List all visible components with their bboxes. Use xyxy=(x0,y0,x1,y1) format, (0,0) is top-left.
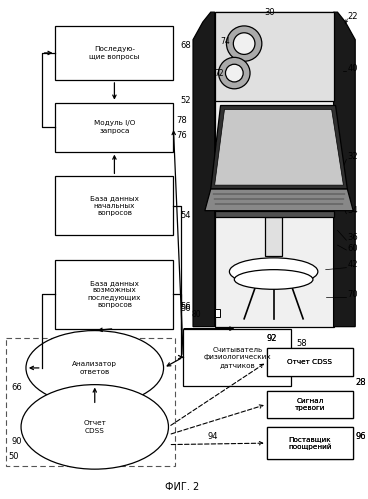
Text: 56: 56 xyxy=(180,302,191,311)
Text: База данных
возможных
последующих
вопросов: База данных возможных последующих вопрос… xyxy=(88,280,141,308)
Text: 60: 60 xyxy=(347,244,358,252)
Text: 76: 76 xyxy=(176,131,187,140)
Text: 96: 96 xyxy=(355,432,366,441)
Text: Отчет CDSS: Отчет CDSS xyxy=(287,359,333,365)
Text: 22: 22 xyxy=(347,11,358,20)
Text: Считыватель
физиологических
датчиков: Считыватель физиологических датчиков xyxy=(204,347,271,368)
Text: 34: 34 xyxy=(347,206,358,215)
FancyBboxPatch shape xyxy=(56,26,173,80)
Text: 70: 70 xyxy=(347,290,358,299)
Text: 96: 96 xyxy=(355,432,366,441)
Text: Поставщик
поощрений: Поставщик поощрений xyxy=(288,436,332,450)
Polygon shape xyxy=(215,109,343,185)
FancyBboxPatch shape xyxy=(267,427,353,460)
Text: Сигнал
тревоги: Сигнал тревоги xyxy=(295,398,325,411)
Text: 58: 58 xyxy=(296,339,307,348)
Ellipse shape xyxy=(229,258,318,285)
Text: Отчет
CDSS: Отчет CDSS xyxy=(83,420,106,434)
Circle shape xyxy=(219,57,250,89)
Text: 40: 40 xyxy=(347,64,358,73)
FancyBboxPatch shape xyxy=(267,348,353,376)
Text: 68: 68 xyxy=(180,41,191,50)
Text: 78: 78 xyxy=(176,116,187,125)
Ellipse shape xyxy=(21,385,169,469)
Text: ФИГ. 2: ФИГ. 2 xyxy=(165,482,199,492)
FancyBboxPatch shape xyxy=(215,211,333,217)
Text: 56: 56 xyxy=(180,304,191,313)
Text: Отчет CDSS: Отчет CDSS xyxy=(287,359,333,365)
FancyBboxPatch shape xyxy=(267,348,353,376)
FancyBboxPatch shape xyxy=(265,217,283,256)
Polygon shape xyxy=(333,12,355,327)
Text: Поставщик
поощрений: Поставщик поощрений xyxy=(288,436,332,450)
FancyBboxPatch shape xyxy=(56,103,173,152)
Text: 80: 80 xyxy=(191,310,201,319)
Text: База данных
начальных
вопросов: База данных начальных вопросов xyxy=(90,195,139,216)
Text: 30: 30 xyxy=(265,7,275,16)
Text: 52: 52 xyxy=(180,96,191,105)
Circle shape xyxy=(226,26,262,61)
FancyBboxPatch shape xyxy=(267,391,353,418)
Text: 90: 90 xyxy=(11,437,22,446)
Text: 92: 92 xyxy=(267,334,277,343)
Polygon shape xyxy=(193,12,215,327)
Ellipse shape xyxy=(26,330,163,405)
FancyBboxPatch shape xyxy=(267,427,353,460)
Circle shape xyxy=(233,33,255,54)
Text: 74: 74 xyxy=(220,37,230,46)
Text: 92: 92 xyxy=(267,334,277,343)
FancyBboxPatch shape xyxy=(267,391,353,418)
FancyBboxPatch shape xyxy=(56,176,173,235)
Circle shape xyxy=(226,64,243,82)
Polygon shape xyxy=(215,12,333,327)
Text: 28: 28 xyxy=(355,378,366,387)
Text: 28: 28 xyxy=(355,378,366,387)
Text: 42: 42 xyxy=(347,260,358,269)
Ellipse shape xyxy=(234,269,313,289)
FancyBboxPatch shape xyxy=(56,260,173,329)
FancyBboxPatch shape xyxy=(215,12,333,101)
Text: 50: 50 xyxy=(8,452,19,461)
Text: Сигнал
тревоги: Сигнал тревоги xyxy=(295,398,325,411)
FancyBboxPatch shape xyxy=(183,329,291,386)
Polygon shape xyxy=(205,189,353,211)
Text: Последую-
щие вопросы: Последую- щие вопросы xyxy=(89,46,139,60)
Text: 32: 32 xyxy=(347,152,358,161)
Polygon shape xyxy=(211,105,347,189)
Text: 72: 72 xyxy=(215,68,224,77)
Text: 36: 36 xyxy=(347,233,358,242)
Text: Анализатор
ответов: Анализатор ответов xyxy=(72,361,117,375)
Text: 94: 94 xyxy=(208,432,218,441)
Text: 66: 66 xyxy=(11,383,22,392)
FancyBboxPatch shape xyxy=(215,309,220,317)
Text: 54: 54 xyxy=(180,211,191,220)
Text: Модуль I/O
запроса: Модуль I/O запроса xyxy=(94,120,135,134)
